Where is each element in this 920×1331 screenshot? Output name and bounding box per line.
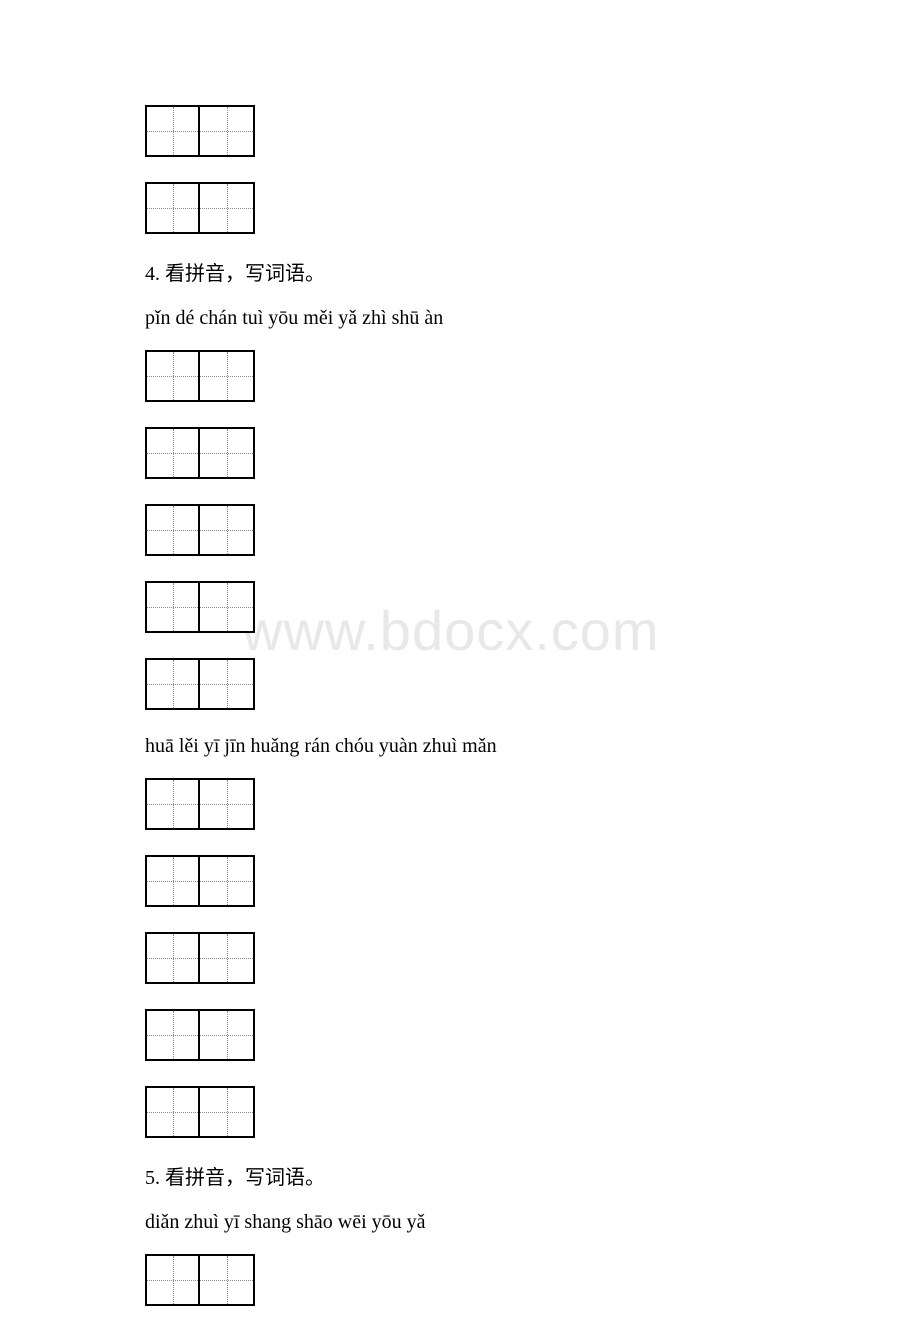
char-cell (200, 506, 253, 554)
char-cell (147, 660, 200, 708)
char-box-pair (145, 1009, 255, 1061)
char-cell (200, 429, 253, 477)
char-cell (147, 583, 200, 631)
char-box-pair (145, 1254, 255, 1306)
char-box-pair (145, 855, 255, 907)
char-cell (200, 1088, 253, 1136)
char-cell (200, 583, 253, 631)
char-box-row (145, 1009, 775, 1086)
char-cell (147, 429, 200, 477)
document-content: 4. 看拼音，写词语。 pǐn dé chán tuì yōu měi yǎ z… (145, 105, 775, 1331)
question-5-prompt: 5. 看拼音，写词语。 (145, 1163, 775, 1193)
char-cell (200, 857, 253, 905)
char-box-pair (145, 658, 255, 710)
char-box-pair (145, 105, 255, 157)
char-cell (147, 352, 200, 400)
char-cell (200, 107, 253, 155)
char-box-pair (145, 1086, 255, 1138)
char-box-pair (145, 778, 255, 830)
char-cell (147, 1256, 200, 1304)
char-box-row (145, 1254, 775, 1331)
question-4-prompt: 4. 看拼音，写词语。 (145, 259, 775, 289)
q5-pinyin-line-1: diǎn zhuì yī shang shāo wēi yōu yǎ (145, 1211, 775, 1234)
char-box-pair (145, 581, 255, 633)
char-cell (147, 506, 200, 554)
char-box-row (145, 581, 775, 658)
char-box-row (145, 1086, 775, 1163)
char-box-row (145, 105, 775, 182)
char-cell (200, 780, 253, 828)
char-box-row (145, 932, 775, 1009)
char-box-row (145, 427, 775, 504)
char-cell (200, 934, 253, 982)
char-cell (147, 857, 200, 905)
char-cell (200, 1256, 253, 1304)
char-cell (147, 184, 200, 232)
char-cell (147, 107, 200, 155)
q4-pinyin-line-1: pǐn dé chán tuì yōu měi yǎ zhì shū àn (145, 307, 775, 330)
char-box-row (145, 182, 775, 259)
q4-pinyin-line-2: huā lěi yī jīn huǎng rán chóu yuàn zhuì … (145, 735, 775, 758)
char-cell (147, 780, 200, 828)
char-box-pair (145, 350, 255, 402)
char-box-row (145, 658, 775, 735)
char-box-row (145, 855, 775, 932)
char-box-row (145, 350, 775, 427)
char-box-pair (145, 182, 255, 234)
char-cell (147, 1011, 200, 1059)
char-box-row (145, 778, 775, 855)
char-cell (200, 184, 253, 232)
char-cell (147, 934, 200, 982)
char-cell (200, 352, 253, 400)
char-box-pair (145, 504, 255, 556)
char-cell (147, 1088, 200, 1136)
char-box-pair (145, 427, 255, 479)
char-cell (200, 1011, 253, 1059)
char-box-row (145, 504, 775, 581)
char-box-pair (145, 932, 255, 984)
char-cell (200, 660, 253, 708)
